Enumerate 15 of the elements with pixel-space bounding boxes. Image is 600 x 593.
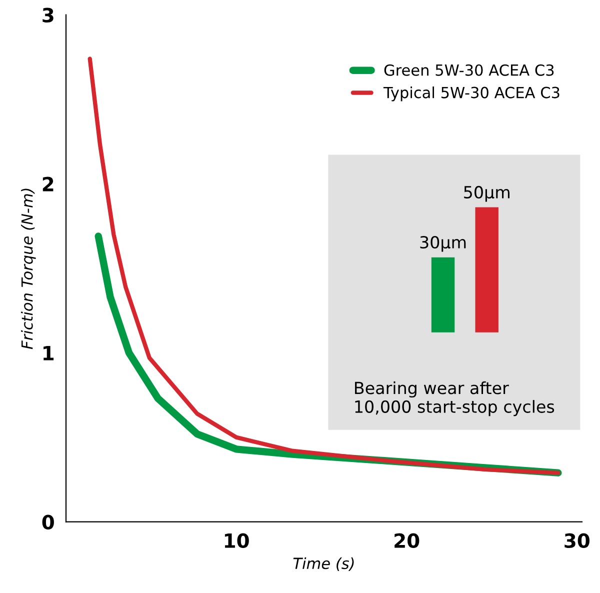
- line-series: [88, 56, 560, 475]
- data-label: 50µm: [464, 186, 510, 202]
- annotation: Bearing wear after 10,000 start-stop cycles: [355, 381, 554, 416]
- y-tick-label: 0: [42, 514, 54, 530]
- y-tick-label: 2: [42, 176, 54, 192]
- x-tick-label: 20: [394, 533, 420, 548]
- legend-label: Typical 5W-30 ACEA C3: [383, 86, 560, 102]
- y-tick-label: 3: [42, 8, 54, 22]
- y-axis-title: Friction Torque (N-m): [21, 188, 36, 350]
- x-tick-label: 30: [564, 533, 590, 548]
- x-tick-label: 10: [224, 533, 249, 548]
- x-axis-title: Time (s): [293, 557, 354, 571]
- y-tick-label: 1: [44, 346, 54, 360]
- data-label: 30µm: [420, 236, 466, 252]
- legend-label: Green 5W-30 ACEA C3: [384, 64, 554, 76]
